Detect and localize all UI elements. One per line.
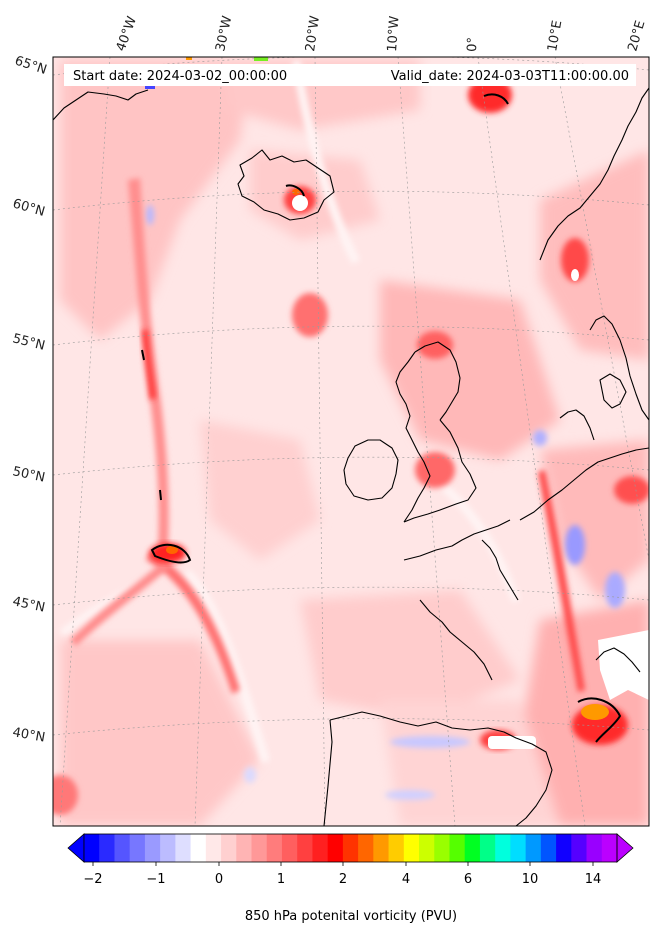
coastlines [53, 87, 649, 826]
lat-label-55n: 55°N [11, 331, 46, 353]
channel-coast [481, 539, 519, 601]
colorbar-cell [388, 834, 405, 862]
colorbar-cell [221, 834, 237, 862]
cbar-tick-4: 4 [402, 872, 410, 887]
north-sea-coast [519, 447, 649, 521]
colorbar-cell [464, 834, 481, 862]
biscay-coast [419, 599, 493, 681]
pv-contours [141, 93, 622, 743]
colorbar-cell [236, 834, 252, 862]
start-date-label: Start date: 2024-03-02_00:00:00 [73, 69, 287, 84]
colorbar-cell [601, 834, 618, 862]
cbar-tick-2: 2 [339, 872, 347, 887]
colorbar-cell [358, 834, 374, 862]
baltic-coast [559, 409, 595, 441]
colorbar-cell [266, 834, 283, 862]
lon-label-20e: 20°E [625, 19, 648, 53]
colorbar-label: 850 hPa potenital vorticity (PVU) [245, 909, 457, 924]
colorbar-cell [129, 834, 146, 862]
pv-field-strong [53, 77, 649, 815]
colorbar-frame [83, 833, 618, 863]
map-frame [52, 56, 650, 827]
colorbar-cell [449, 834, 466, 862]
map-panel [53, 57, 649, 826]
pv-cores [166, 189, 609, 720]
colorbar-cell [540, 834, 557, 862]
cbar-tick-1: 1 [277, 872, 285, 887]
colorbar-cell [175, 834, 191, 862]
colorbar-cell [84, 834, 100, 862]
colorbar-cell [251, 834, 268, 862]
colorbar-cell [160, 834, 176, 862]
lat-label-40n: 40°N [11, 725, 46, 745]
cbar-tick-neg1: −1 [146, 872, 165, 887]
cbar-tick-neg2: −2 [83, 872, 102, 887]
colorbar: −2 −1 0 1 2 4 6 10 14 850 hPa potenital … [67, 833, 634, 924]
iceland-coast [237, 149, 335, 221]
colorbar-cell [586, 834, 603, 862]
lat-labels: 65°N 60°N 55°N 50°N 45°N 40°N [11, 54, 49, 746]
ireland-coast [343, 439, 399, 501]
pv-field-negative [146, 205, 625, 800]
colorbar-ticks [92, 862, 594, 866]
denmark-coast [599, 373, 627, 409]
lon-label-20w: 20°W [303, 15, 323, 53]
iberia-coast [329, 711, 553, 826]
england-coast [403, 419, 477, 523]
scotland-coast [414, 341, 461, 421]
valid-date-label: Valid_date: 2024-03-03T11:00:00.00 [391, 69, 629, 84]
colorbar-over-arrow [616, 833, 634, 863]
colorbar-cell [373, 834, 389, 862]
sweden-coast [589, 315, 649, 421]
cbar-tick-10: 10 [522, 872, 539, 887]
colorbar-cell [205, 834, 222, 862]
colorbar-cell [403, 834, 420, 862]
colorbar-cell [434, 834, 450, 862]
france-coast [403, 519, 511, 561]
top-strips [145, 57, 268, 89]
lat-label-50n: 50°N [11, 464, 46, 485]
colorbar-cell [495, 834, 511, 862]
colorbar-cell [525, 834, 542, 862]
colorbar-cell [281, 834, 298, 862]
colorbar-cell [327, 834, 344, 862]
lon-label-10e: 10°E [545, 19, 565, 52]
colorbar-cell [510, 834, 527, 862]
no-data-patches [292, 195, 649, 749]
colorbar-under-arrow [67, 833, 85, 863]
lon-label-30w: 30°W [213, 14, 235, 52]
portugal-coast [323, 719, 333, 826]
greenland-tip [53, 89, 149, 121]
header-band [64, 64, 636, 86]
uk-west-coast [395, 351, 431, 523]
lat-label-65n: 65°N [13, 54, 49, 78]
colorbar-cell [190, 834, 207, 862]
cbar-tick-6: 6 [464, 872, 472, 887]
colorbar-cell [342, 834, 359, 862]
lon-label-0: 0° [465, 37, 481, 52]
lon-labels: 40°W 30°W 20°W 10°W 0° 10°E 20°E [114, 14, 649, 53]
cbar-tick-14: 14 [585, 872, 602, 887]
lon-label-40w: 40°W [114, 14, 140, 53]
graticule [53, 57, 649, 826]
colorbar-cell [99, 834, 115, 862]
colorbar-tick-labels: −2 −1 0 1 2 4 6 10 14 [83, 872, 601, 887]
norway-coast [539, 87, 649, 261]
colorbar-cell [556, 834, 572, 862]
colorbar-cell [312, 834, 329, 862]
colorbar-cell [144, 834, 161, 862]
colorbar-cell [571, 834, 587, 862]
colorbar-cell [297, 834, 313, 862]
cbar-tick-0: 0 [215, 872, 223, 887]
colorbar-cell [114, 834, 131, 862]
colorbar-cells [84, 834, 618, 862]
lon-label-10w: 10°W [385, 15, 402, 52]
lat-label-45n: 45°N [11, 594, 46, 615]
colorbar-cell [479, 834, 496, 862]
lat-label-60n: 60°N [11, 196, 47, 219]
colorbar-cell [419, 834, 435, 862]
italy-coast [595, 647, 641, 673]
